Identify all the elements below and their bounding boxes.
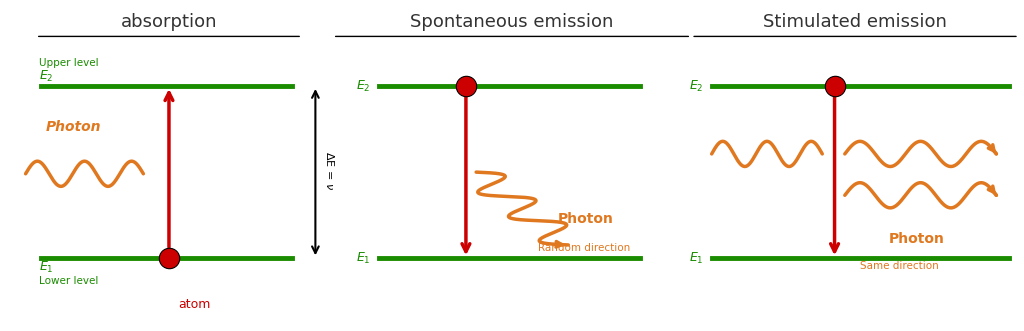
Text: absorption: absorption: [121, 13, 217, 31]
Text: Photon: Photon: [558, 212, 614, 226]
Text: $E_1$: $E_1$: [689, 251, 703, 266]
Text: $E_2$: $E_2$: [39, 69, 53, 84]
Text: Photon: Photon: [889, 232, 944, 246]
Text: Random direction: Random direction: [538, 243, 630, 253]
Text: Spontaneous emission: Spontaneous emission: [411, 13, 613, 31]
Text: Lower level: Lower level: [39, 276, 98, 286]
Text: $E_1$: $E_1$: [356, 251, 371, 266]
Text: $E_1$: $E_1$: [39, 260, 53, 275]
Text: Stimulated emission: Stimulated emission: [763, 13, 947, 31]
Text: $E_2$: $E_2$: [356, 78, 371, 94]
Text: Upper level: Upper level: [39, 58, 98, 68]
Text: Photon: Photon: [46, 120, 101, 134]
Text: Same direction: Same direction: [860, 261, 938, 271]
Text: atom: atom: [178, 298, 211, 311]
Text: $\Delta$E = $\nu$: $\Delta$E = $\nu$: [324, 151, 336, 190]
Text: $E_2$: $E_2$: [689, 78, 703, 94]
